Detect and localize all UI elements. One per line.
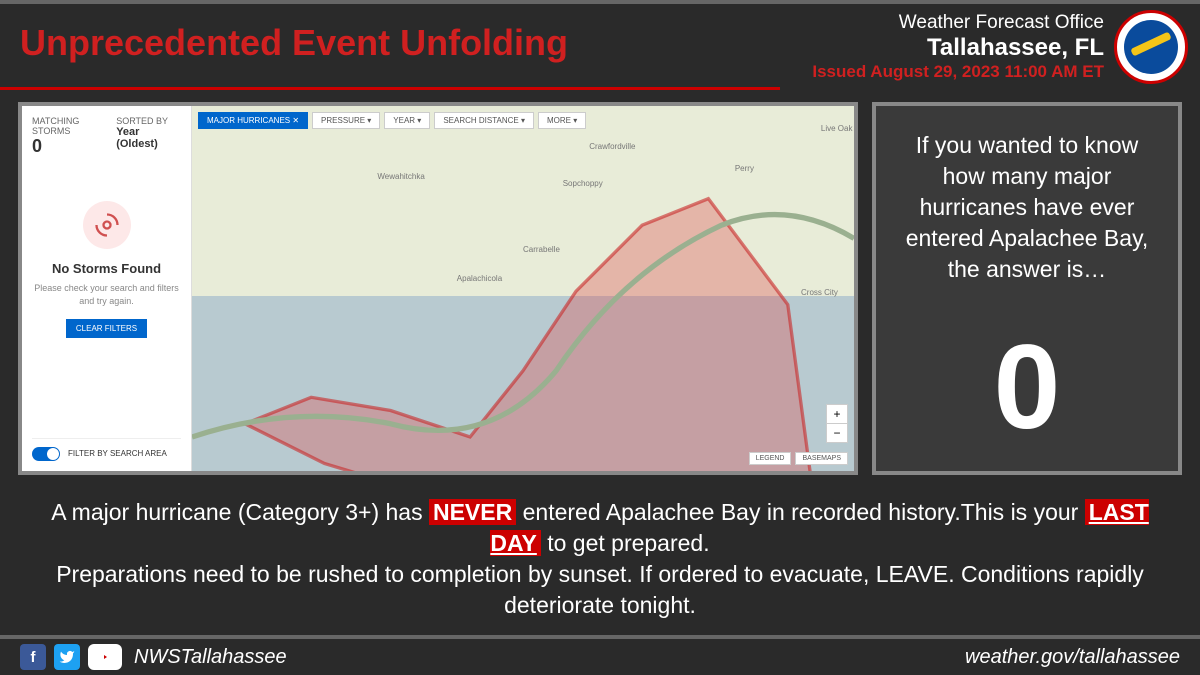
map-filter-pill-1[interactable]: PRESSURE ▾ [312, 112, 380, 129]
office-city: Tallahassee, FL [812, 34, 1104, 62]
nws-logo-icon [1114, 10, 1188, 84]
map-city-label: Perry [735, 164, 754, 173]
basemaps-button[interactable]: BASEMAPS [795, 452, 848, 465]
map-city-label: Wewahitchka [377, 172, 424, 181]
map-sidebar-header: MATCHING STORMS 0 SORTED BY Year (Oldest… [32, 116, 181, 157]
map-filter-pill-2[interactable]: YEAR ▾ [384, 112, 430, 129]
warning-line2: Preparations need to be rushed to comple… [56, 561, 1144, 618]
header: Unprecedented Event Unfolding Weather Fo… [0, 0, 1200, 90]
filter-area-toggle[interactable] [32, 447, 60, 461]
issued-timestamp: Issued August 29, 2023 11:00 AM ET [812, 62, 1104, 82]
matching-label: MATCHING STORMS [32, 116, 116, 136]
filter-toggle-label: FILTER BY SEARCH AREA [68, 449, 167, 458]
map-filter-pill-0[interactable]: MAJOR HURRICANES ✕ [198, 112, 308, 129]
social-handle: NWSTallahassee [134, 646, 287, 669]
map-bottom-controls: LEGEND BASEMAPS [749, 452, 848, 465]
hurricane-icon [83, 201, 131, 249]
footer: f NWSTallahassee weather.gov/tallahassee [0, 635, 1200, 675]
map-toolbar: MAJOR HURRICANES ✕PRESSURE ▾YEAR ▾SEARCH… [198, 112, 586, 129]
warning-seg2: entered Apalachee Bay in recorded histor… [516, 499, 1085, 525]
map-city-label: Apalachicola [457, 274, 502, 283]
warning-text: A major hurricane (Category 3+) has NEVE… [0, 487, 1200, 635]
sorted-label: SORTED BY [116, 116, 181, 126]
zoom-in-button[interactable]: + [827, 405, 847, 424]
office-label: Weather Forecast Office [812, 12, 1104, 34]
weather-briefing-slide: Unprecedented Event Unfolding Weather Fo… [0, 0, 1200, 675]
filter-toggle-row: FILTER BY SEARCH AREA [32, 438, 181, 461]
zoom-out-button[interactable]: − [827, 424, 847, 442]
no-storms-title: No Storms Found [52, 261, 161, 276]
social-row: f NWSTallahassee [20, 644, 287, 670]
map-area[interactable]: MAJOR HURRICANES ✕PRESSURE ▾YEAR ▾SEARCH… [192, 106, 854, 471]
map-filter-pill-4[interactable]: MORE ▾ [538, 112, 586, 129]
info-answer: 0 [894, 327, 1160, 447]
map-filter-pill-3[interactable]: SEARCH DISTANCE ▾ [434, 112, 534, 129]
map-highlight-polygon [192, 106, 854, 471]
headline: Unprecedented Event Unfolding [20, 22, 760, 64]
no-storms-box: No Storms Found Please check your search… [32, 161, 181, 438]
youtube-icon[interactable] [88, 644, 122, 670]
info-panel: If you wanted to know how many major hur… [872, 102, 1182, 475]
clear-filters-button[interactable]: CLEAR FILTERS [66, 319, 147, 338]
twitter-icon[interactable] [54, 644, 80, 670]
header-right: Weather Forecast Office Tallahassee, FL … [780, 4, 1200, 90]
no-storms-subtitle: Please check your search and filters and… [32, 282, 181, 307]
header-left: Unprecedented Event Unfolding [0, 4, 780, 90]
info-question: If you wanted to know how many major hur… [894, 130, 1160, 285]
warning-seg1: A major hurricane (Category 3+) has [51, 499, 429, 525]
sorted-value: Year (Oldest) [116, 126, 181, 150]
map-city-label: Carrabelle [523, 245, 560, 254]
map-sidebar: MATCHING STORMS 0 SORTED BY Year (Oldest… [22, 106, 192, 471]
warning-seg3: to get prepared. [541, 530, 710, 556]
legend-button[interactable]: LEGEND [749, 452, 792, 465]
map-city-label: Cross City [801, 288, 838, 297]
warning-never: NEVER [429, 499, 516, 525]
map-city-label: Crawfordville [589, 142, 635, 151]
facebook-icon[interactable]: f [20, 644, 46, 670]
map-city-label: Sopchoppy [563, 179, 603, 188]
footer-url: weather.gov/tallahassee [965, 646, 1180, 669]
content-row: MATCHING STORMS 0 SORTED BY Year (Oldest… [0, 90, 1200, 487]
map-city-label: Live Oak [821, 124, 853, 133]
zoom-control: + − [826, 404, 848, 443]
storm-count: 0 [32, 136, 116, 157]
office-info: Weather Forecast Office Tallahassee, FL … [812, 12, 1104, 82]
map-panel: MATCHING STORMS 0 SORTED BY Year (Oldest… [18, 102, 858, 475]
